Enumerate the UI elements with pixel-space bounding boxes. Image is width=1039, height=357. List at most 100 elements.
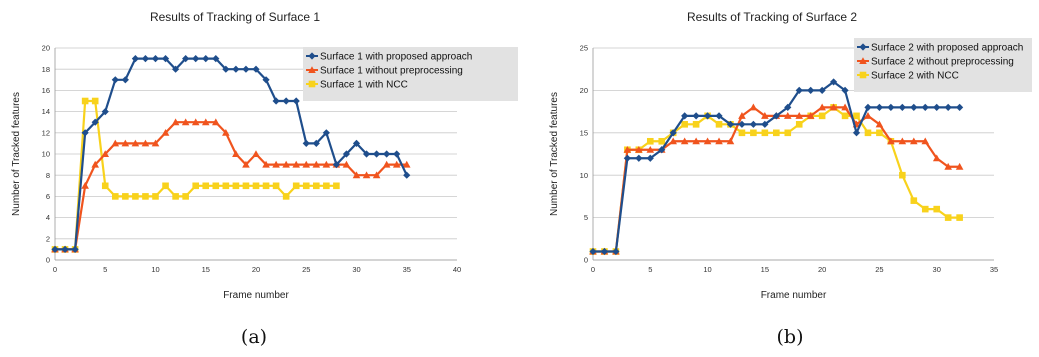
data-point — [876, 104, 883, 111]
y-tick-label: 2 — [46, 234, 50, 243]
y-tick-label: 0 — [584, 256, 588, 265]
series-line — [593, 107, 960, 251]
data-point — [152, 55, 159, 62]
data-point — [192, 55, 199, 62]
x-tick-label: 35 — [990, 265, 998, 274]
y-tick-label: 0 — [46, 256, 50, 265]
data-point — [202, 183, 209, 190]
data-point — [142, 193, 149, 200]
data-point — [876, 130, 883, 137]
x-axis-label: Frame number — [761, 290, 827, 301]
legend-swatch-marker — [309, 81, 316, 88]
x-tick-label: 15 — [761, 265, 769, 274]
data-point — [658, 138, 665, 145]
data-point — [92, 98, 99, 105]
data-point — [102, 183, 109, 190]
x-tick-label: 40 — [453, 265, 461, 274]
y-tick-label: 10 — [42, 150, 50, 159]
data-point — [152, 193, 159, 200]
chart-1: Results of Tracking of Surface 1 0 2 4 6 8 10 1… — [11, 10, 518, 348]
chart-title: Results of Tracking of Surface 2 — [687, 10, 857, 24]
y-tick-label: 4 — [46, 213, 50, 222]
data-point — [172, 193, 179, 200]
y-tick-label: 20 — [42, 44, 50, 53]
data-point — [933, 104, 940, 111]
data-point — [253, 183, 260, 190]
data-point — [303, 183, 310, 190]
data-point — [383, 150, 390, 157]
data-point — [784, 130, 791, 137]
x-tick-label: 25 — [302, 265, 310, 274]
data-point — [945, 214, 952, 221]
figure-caption: (b) — [777, 326, 804, 348]
x-tick-label: 30 — [352, 265, 360, 274]
data-point — [283, 193, 290, 200]
data-point — [681, 121, 688, 128]
data-point — [853, 129, 860, 136]
y-tick-label: 12 — [42, 128, 50, 137]
x-tick-label: 10 — [151, 265, 159, 274]
data-point — [323, 183, 330, 190]
data-point — [82, 98, 89, 105]
data-point — [112, 76, 119, 83]
data-point — [313, 183, 320, 190]
data-point — [819, 113, 826, 120]
data-point — [112, 193, 119, 200]
data-point — [842, 113, 849, 120]
y-tick-label: 14 — [42, 107, 50, 116]
legend-entry: Surface 1 with proposed approach — [320, 52, 472, 63]
legend-entry: Surface 2 with NCC — [871, 71, 959, 82]
y-axis-label: Number of Tracked features — [549, 92, 560, 216]
data-point — [911, 197, 918, 204]
data-point — [762, 130, 769, 137]
data-point — [693, 112, 700, 119]
x-tick-label: 5 — [648, 265, 652, 274]
x-tick-label: 10 — [703, 265, 711, 274]
data-point — [303, 140, 310, 147]
data-point — [933, 206, 940, 213]
data-point — [182, 193, 189, 200]
data-point — [373, 150, 380, 157]
data-point — [956, 214, 963, 221]
data-point — [624, 155, 631, 162]
data-point — [853, 113, 860, 120]
chart-2: Results of Tracking of Surface 205101520… — [549, 10, 1032, 348]
data-point — [750, 104, 758, 111]
data-point — [773, 130, 780, 137]
data-point — [910, 104, 917, 111]
data-point — [807, 87, 814, 94]
chart-title: Results of Tracking of Surface 1 — [150, 10, 320, 24]
series-3 — [590, 104, 963, 255]
y-tick-label: 10 — [580, 171, 588, 180]
data-point — [202, 55, 209, 62]
y-tick-label: 16 — [42, 86, 50, 95]
x-tick-label: 30 — [933, 265, 941, 274]
x-tick-label: 0 — [53, 265, 57, 274]
data-point — [864, 104, 871, 111]
x-tick-label: 15 — [202, 265, 210, 274]
data-point — [242, 66, 249, 73]
data-point — [132, 55, 139, 62]
data-point — [232, 66, 239, 73]
series-1 — [589, 78, 963, 255]
legend: Surface 2 with proposed approach Surface … — [854, 38, 1032, 92]
data-point — [739, 130, 746, 137]
y-tick-label: 8 — [46, 171, 50, 180]
data-point — [283, 97, 290, 104]
data-point — [162, 183, 169, 190]
y-tick-label: 5 — [584, 213, 588, 222]
data-point — [81, 182, 89, 189]
data-point — [716, 121, 723, 128]
x-tick-label: 5 — [103, 265, 107, 274]
data-point — [132, 193, 139, 200]
data-point — [273, 183, 280, 190]
data-point — [273, 97, 280, 104]
legend-entry: Surface 2 with proposed approach — [871, 43, 1023, 54]
data-point — [393, 150, 400, 157]
data-point — [192, 183, 199, 190]
y-tick-label: 25 — [580, 44, 588, 53]
data-point — [293, 183, 300, 190]
legend: Surface 1 with proposed approachSurface … — [303, 47, 518, 101]
y-tick-label: 6 — [46, 192, 50, 201]
y-tick-label: 18 — [42, 65, 50, 74]
